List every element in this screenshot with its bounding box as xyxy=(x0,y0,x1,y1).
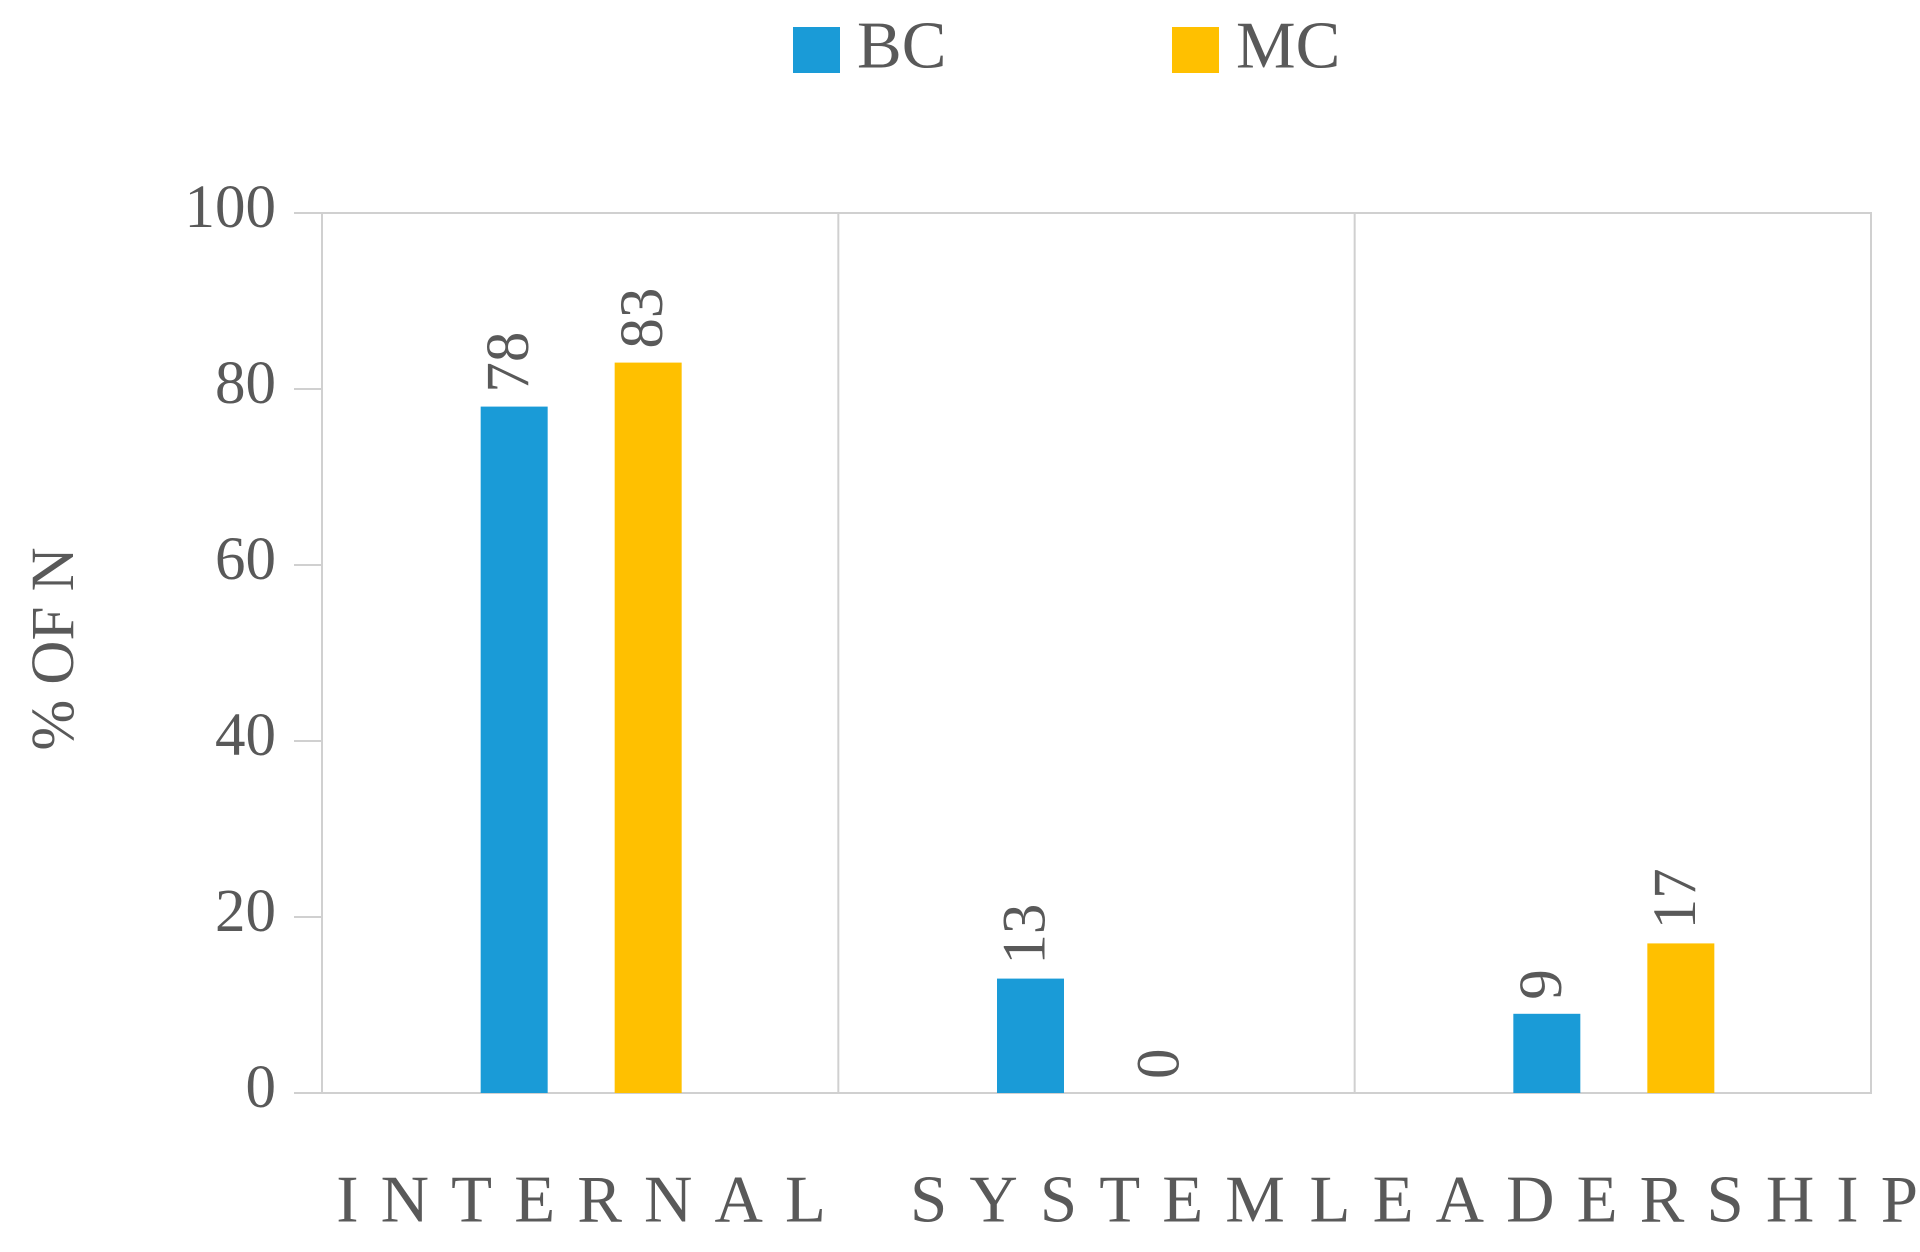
y-tick-label: 20 xyxy=(215,878,276,945)
bar xyxy=(1513,1013,1581,1093)
bar xyxy=(480,406,548,1094)
bar xyxy=(1647,943,1715,1093)
plot-frame xyxy=(321,212,1872,1094)
bar xyxy=(614,362,682,1094)
value-label: 17 xyxy=(1642,868,1709,929)
y-tick-label: 100 xyxy=(185,174,277,241)
value-label: 83 xyxy=(609,288,676,349)
value-label: 9 xyxy=(1508,969,1575,1000)
legend-swatch xyxy=(1172,27,1219,73)
value-label: 13 xyxy=(992,904,1059,965)
legend-swatch xyxy=(793,27,840,73)
bar xyxy=(997,978,1064,1093)
x-tick-label: LEADERSHIP xyxy=(1310,1162,1920,1236)
x-tick-label: INTERNAL xyxy=(336,1162,848,1236)
value-label: 0 xyxy=(1126,1049,1193,1080)
y-tick-label: 80 xyxy=(215,350,276,417)
legend-label: BC xyxy=(857,8,946,82)
legend-label: MC xyxy=(1236,8,1340,82)
y-tick-label: 0 xyxy=(246,1054,277,1121)
y-tick-label: 40 xyxy=(215,702,276,769)
y-axis-label: % OF N xyxy=(20,547,87,750)
value-label: 78 xyxy=(475,332,542,393)
x-tick-label: SYSTEM xyxy=(910,1162,1307,1236)
y-tick-label: 60 xyxy=(215,526,276,593)
